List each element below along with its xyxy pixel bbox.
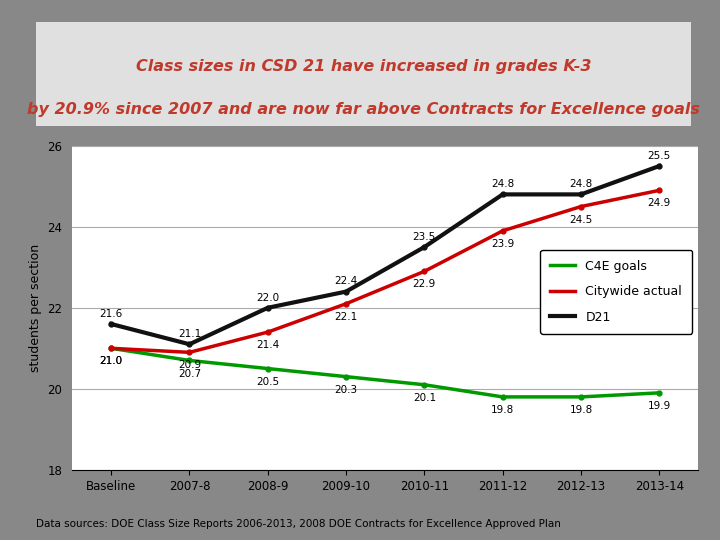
Text: 22.4: 22.4: [334, 276, 358, 286]
Text: 24.8: 24.8: [570, 179, 593, 189]
Text: 23.5: 23.5: [413, 232, 436, 242]
Text: 25.5: 25.5: [647, 151, 671, 161]
Text: 20.3: 20.3: [335, 384, 358, 395]
Text: 24.8: 24.8: [491, 179, 514, 189]
Text: 22.1: 22.1: [334, 312, 358, 322]
Text: 21.0: 21.0: [99, 356, 122, 367]
Text: 20.1: 20.1: [413, 393, 436, 403]
Text: 20.7: 20.7: [178, 368, 201, 379]
Text: 22.9: 22.9: [413, 279, 436, 289]
Legend: C4E goals, Citywide actual, D21: C4E goals, Citywide actual, D21: [541, 249, 692, 334]
Text: 22.0: 22.0: [256, 293, 279, 302]
Text: 21.6: 21.6: [99, 309, 123, 319]
Text: 20.9: 20.9: [178, 360, 201, 370]
Text: 19.8: 19.8: [491, 405, 514, 415]
Text: 19.8: 19.8: [570, 405, 593, 415]
Text: 21.4: 21.4: [256, 340, 279, 350]
Text: Class sizes in CSD 21 have increased in grades K-3: Class sizes in CSD 21 have increased in …: [136, 59, 591, 74]
Text: 21.1: 21.1: [178, 329, 201, 339]
Text: by 20.9% since 2007 and are now far above Contracts for Excellence goals: by 20.9% since 2007 and are now far abov…: [27, 102, 700, 117]
FancyBboxPatch shape: [36, 22, 691, 126]
Text: 19.9: 19.9: [647, 401, 671, 411]
Text: 24.9: 24.9: [647, 198, 671, 208]
Text: Data sources: DOE Class Size Reports 2006-2013, 2008 DOE Contracts for Excellenc: Data sources: DOE Class Size Reports 200…: [36, 519, 561, 529]
Text: 20.5: 20.5: [256, 377, 279, 387]
Text: 23.9: 23.9: [491, 239, 514, 249]
Y-axis label: students per section: students per section: [29, 244, 42, 372]
Text: 24.5: 24.5: [570, 214, 593, 225]
Text: 21.0: 21.0: [99, 356, 122, 367]
